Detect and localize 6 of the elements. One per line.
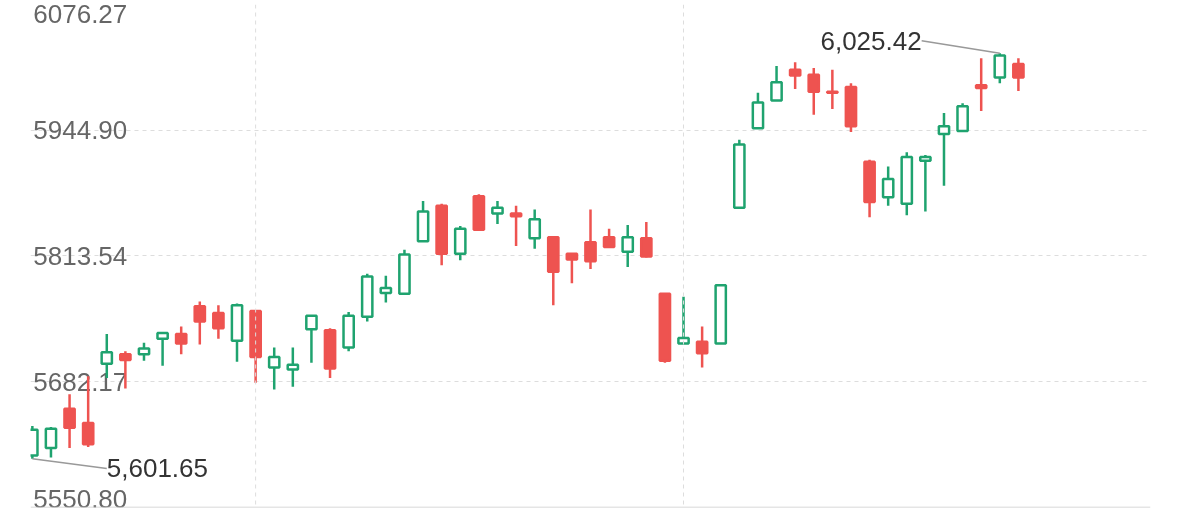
y-tick-label: 5550.80 [33,483,128,510]
y-tick-label: 5813.54 [33,241,128,271]
annotation: 5,601.65 [106,453,208,484]
y-tick-label: 5944.90 [33,115,128,146]
annotation: 6,025.42 [820,25,922,56]
y-tick-label: 6076.27 [33,0,128,29]
